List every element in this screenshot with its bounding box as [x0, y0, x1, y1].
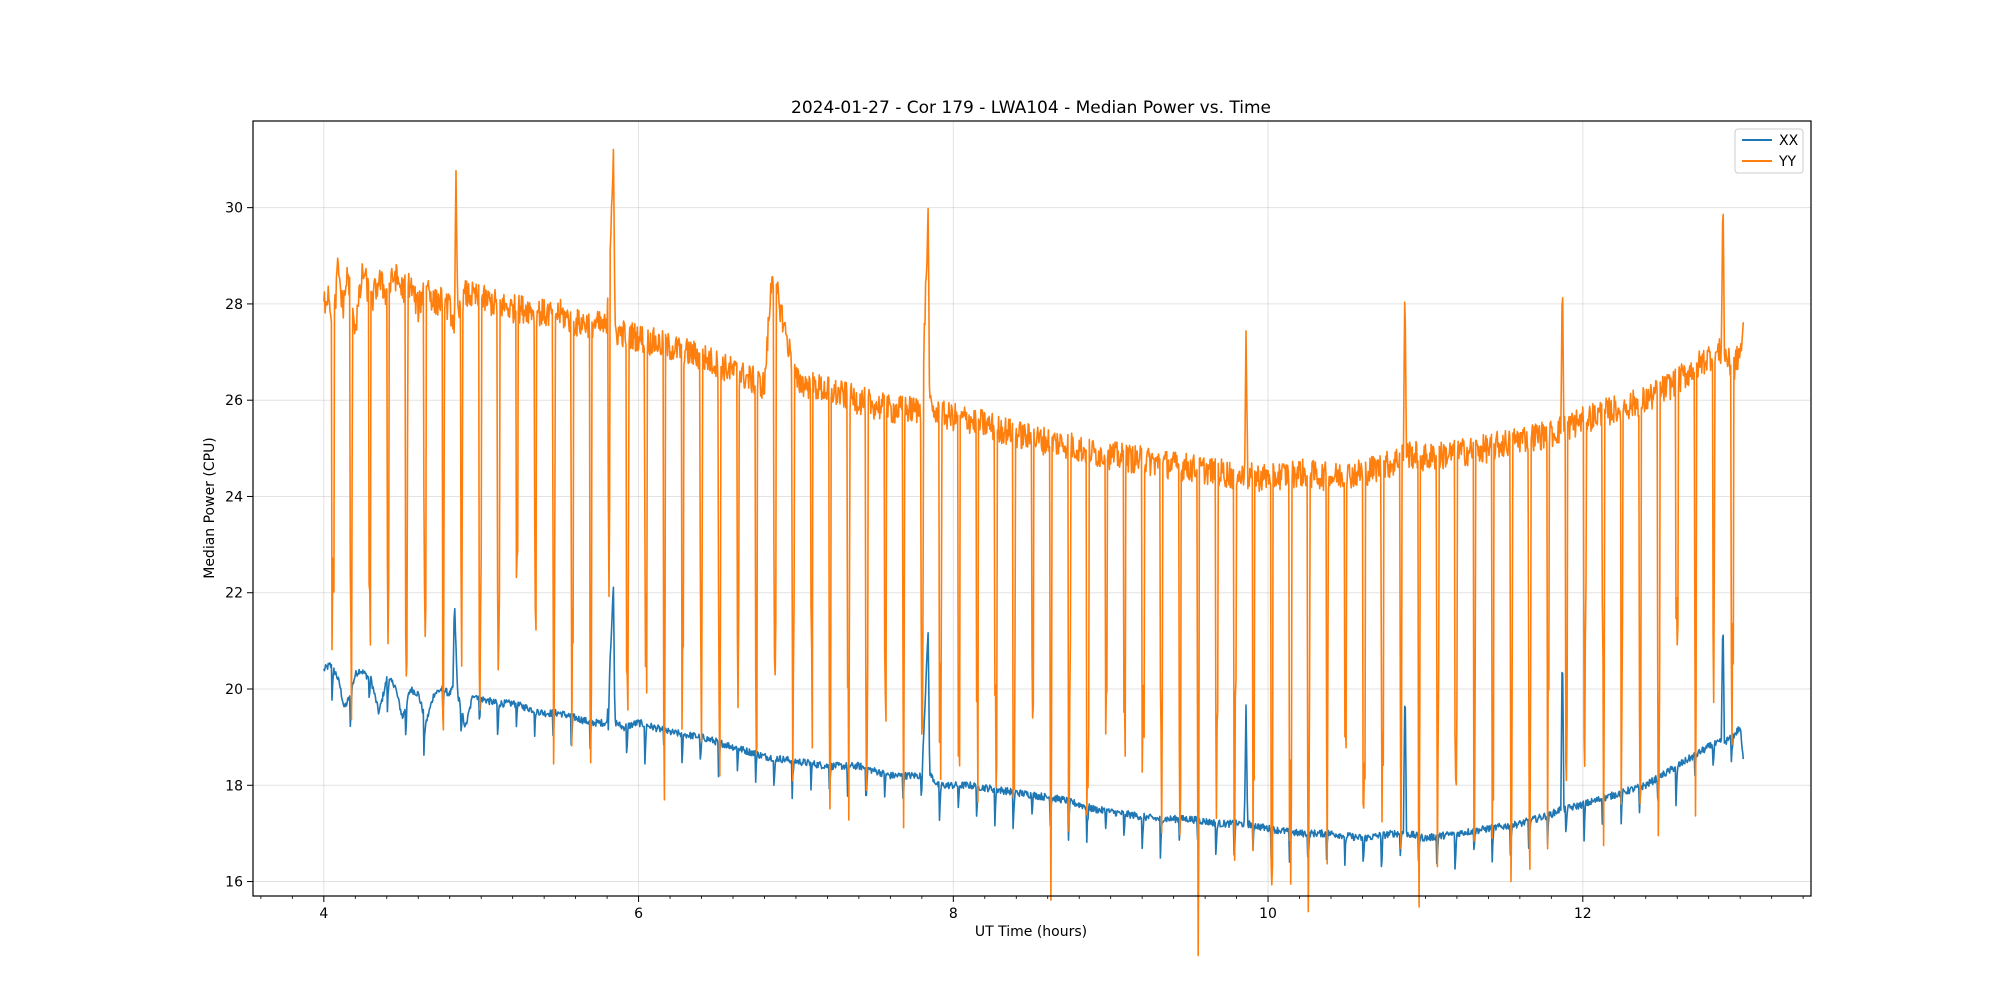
y-tick-label: 18 [225, 778, 243, 794]
y-tick-label: 28 [225, 297, 243, 313]
x-tick-label: 6 [634, 906, 643, 922]
plot-frame [252, 120, 1812, 897]
y-tick-label: 24 [225, 489, 243, 505]
x-tick-label: 4 [319, 906, 328, 922]
y-axis-label: Median Power (CPU) [202, 437, 218, 579]
legend-xx-label: XX [1779, 133, 1799, 149]
legend: XX YY [1734, 128, 1804, 174]
y-tick-label: 16 [225, 875, 243, 891]
y-tick-label: 22 [225, 586, 243, 602]
x-axis-label: UT Time (hours) [975, 924, 1087, 940]
series-line-xx [323, 586, 1745, 870]
y-axis: 16 18 20 22 24 26 28 30 [225, 201, 253, 891]
x-tick-label: 12 [1574, 906, 1592, 922]
y-tick-label: 26 [225, 393, 243, 409]
legend-yy-label: YY [1778, 154, 1797, 170]
chart-title: 2024-01-27 - Cor 179 - LWA104 - Median P… [791, 98, 1271, 118]
x-tick-label: 10 [1259, 906, 1277, 922]
y-tick-label: 30 [225, 201, 243, 217]
x-axis: 4 6 8 10 12 [260, 896, 1804, 922]
x-tick-label: 8 [949, 906, 958, 922]
series-line-yy [323, 148, 1745, 957]
y-tick-label: 20 [225, 682, 243, 698]
series-layer [323, 148, 1745, 957]
